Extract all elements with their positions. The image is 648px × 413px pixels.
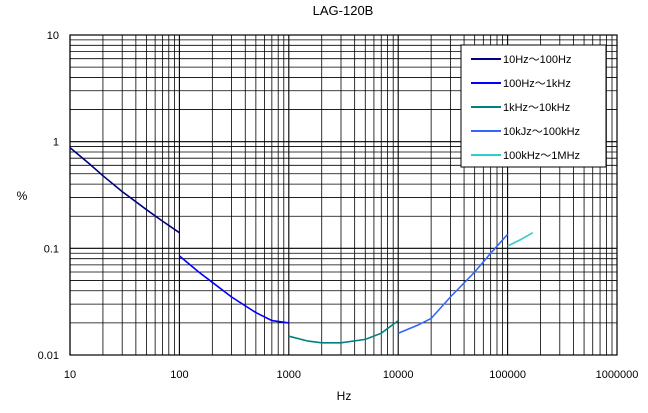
x-tick-label: 10000 — [383, 369, 414, 381]
legend-label: 100Hz〜1kHz — [503, 78, 571, 90]
series-line-5 — [507, 232, 534, 247]
plot-frame — [69, 34, 618, 356]
legend-label: 100kHz〜1MHz — [503, 150, 580, 162]
y-tick-label: 10 — [47, 30, 59, 42]
x-tick-label: 10 — [64, 369, 76, 381]
series-lines — [69, 146, 534, 344]
grid — [69, 34, 618, 356]
chart-title: LAG-120B — [313, 3, 374, 18]
y-tick-label: 1 — [53, 137, 59, 149]
x-tick-label: 1000000 — [596, 369, 639, 381]
x-tick-label: 1000 — [277, 369, 301, 381]
series-line-3 — [288, 319, 399, 344]
series-line-1 — [69, 146, 180, 234]
series-line-4 — [397, 233, 509, 334]
x-tick-label: 100000 — [489, 369, 526, 381]
legend-label: 10kJz〜100kHz — [503, 126, 580, 138]
x-tick-label: 100 — [170, 369, 188, 381]
legend-label: 1kHz〜10kHz — [503, 102, 570, 114]
y-tick-label: 0.1 — [44, 243, 59, 255]
legend-label: 10Hz〜100Hz — [503, 54, 571, 66]
series-line-2 — [178, 255, 289, 324]
x-axis-title: Hz — [337, 389, 352, 403]
y-tick-label: 0.01 — [38, 350, 59, 362]
tick-labels: 10 100 1000 10000 100000 1000000 10 1 0.1 0.01 — [38, 30, 639, 381]
legend: 10Hz〜100Hz 100Hz〜1kHz 1kHz〜10kHz 10kJz〜100k… — [460, 44, 607, 168]
y-axis-title: % — [17, 189, 28, 203]
